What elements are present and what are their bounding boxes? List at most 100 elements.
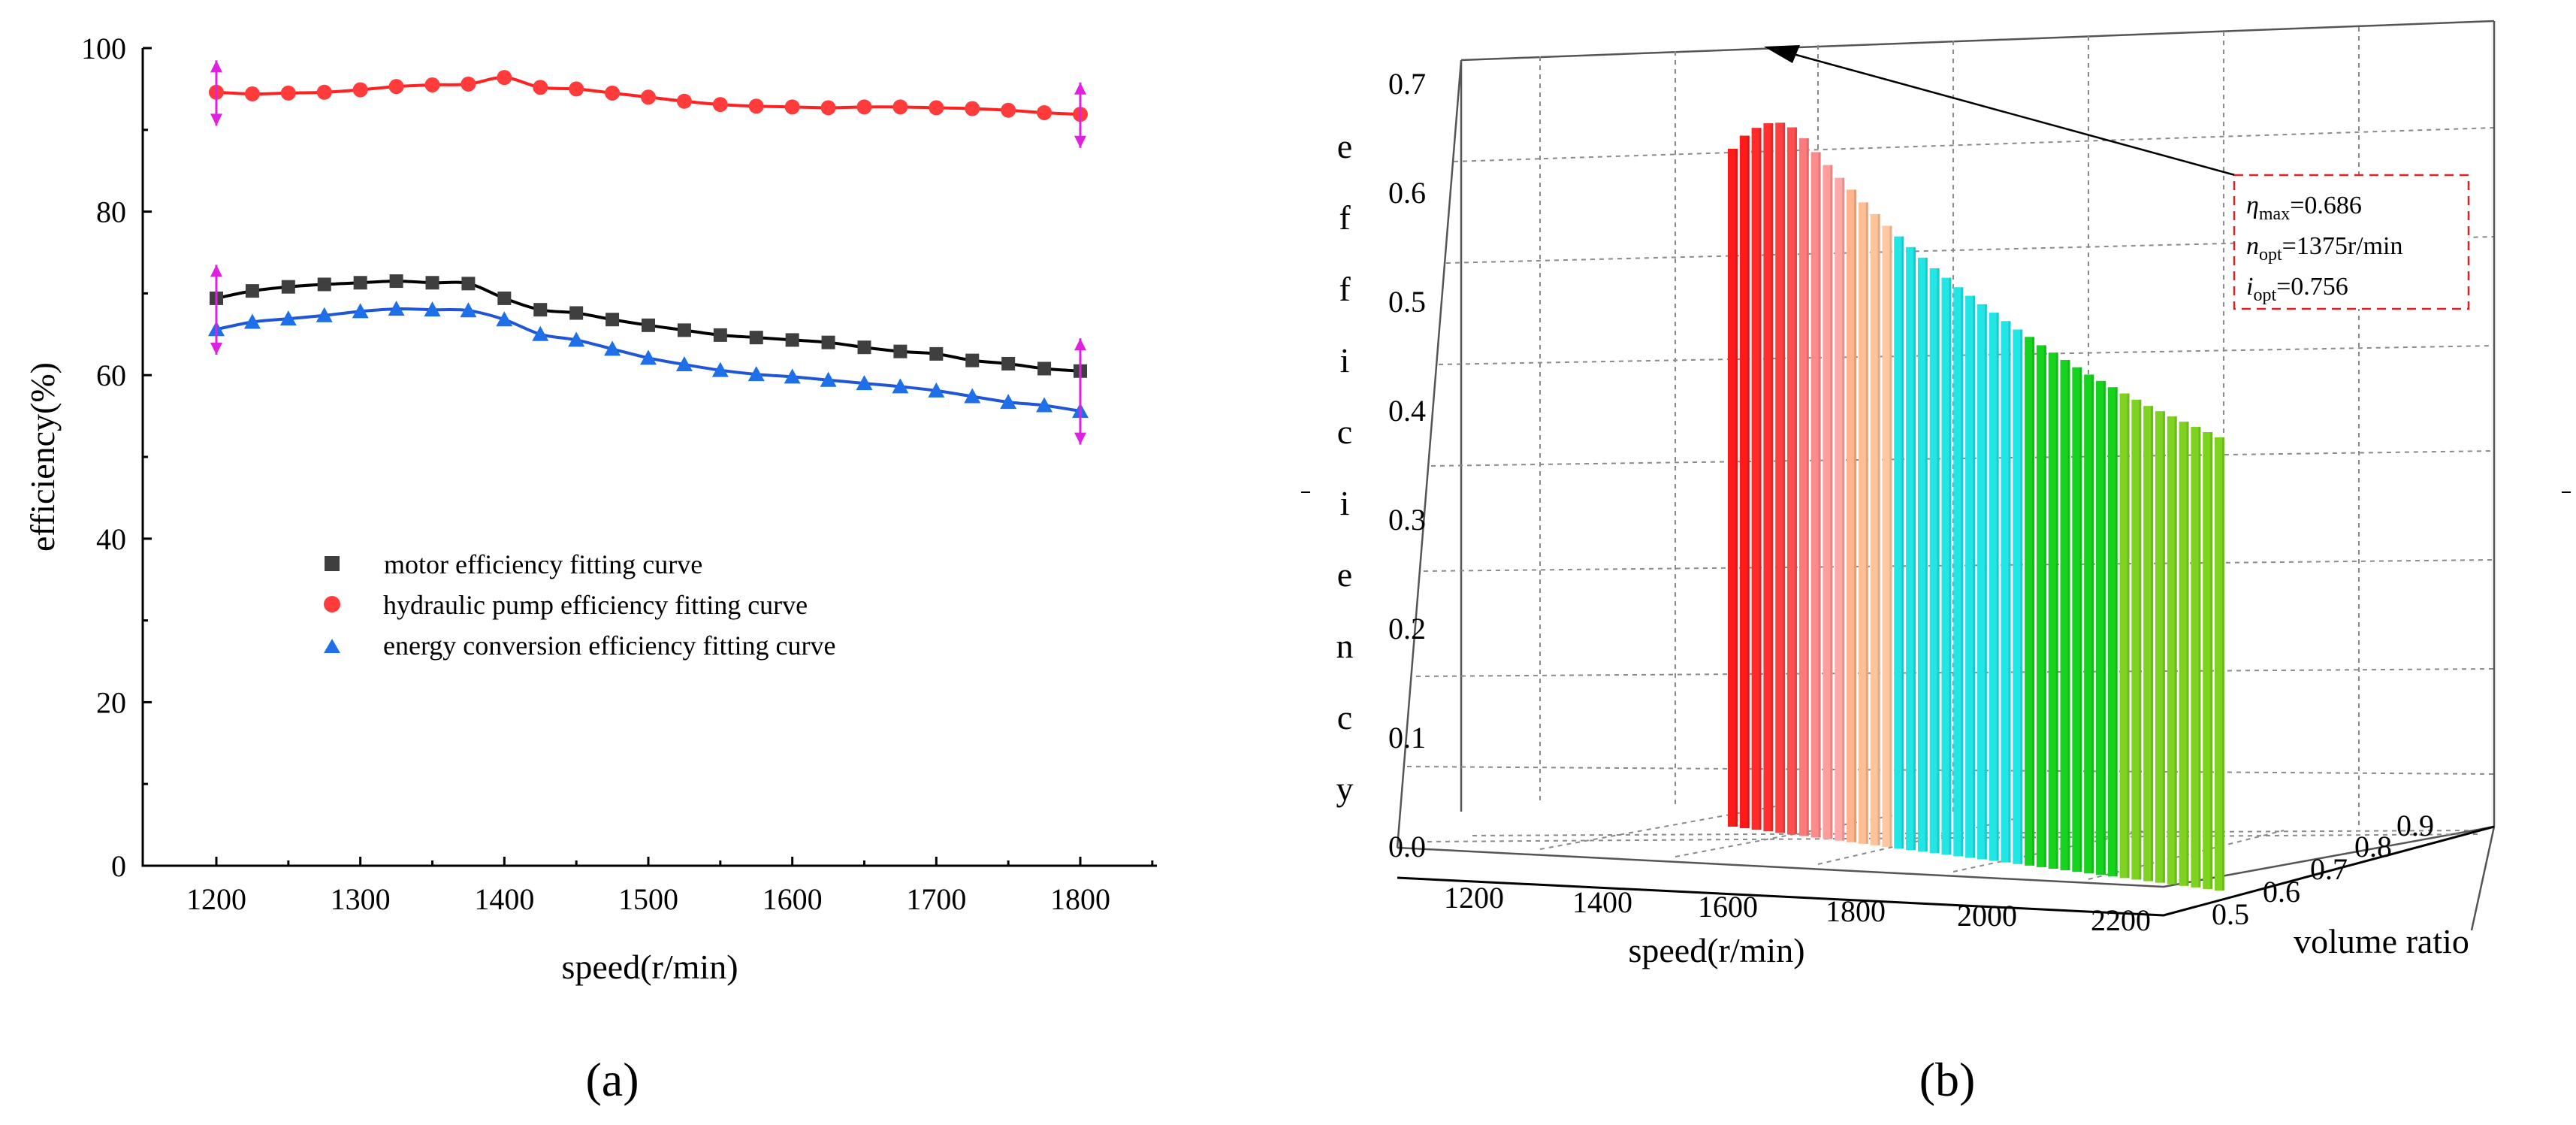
bar-shade-1625 bbox=[1854, 189, 1857, 842]
bar-shade-2075 bbox=[2067, 359, 2070, 871]
bar-shade-1500 bbox=[1794, 127, 1797, 835]
bar-shade-2375 bbox=[2210, 431, 2213, 889]
data-point-pump bbox=[280, 85, 296, 101]
chart-a-data-points bbox=[208, 70, 1089, 419]
chart-a-xlabel: speed(r/min) bbox=[561, 948, 738, 986]
annotation-box bbox=[2233, 174, 2470, 310]
bar-shade-1375 bbox=[1735, 148, 1738, 827]
x-tick-label: 1500 bbox=[618, 882, 678, 916]
depth-tick-label: 0.5 bbox=[2212, 897, 2249, 931]
z-tick-label: 0.0 bbox=[1388, 830, 1426, 863]
annotation-n-symbol: n bbox=[2246, 232, 2259, 260]
bar-1975 bbox=[2013, 329, 2023, 864]
data-point-motor bbox=[605, 313, 620, 327]
data-point-motor bbox=[677, 323, 691, 337]
data-point-pump bbox=[352, 82, 368, 98]
data-point-pump bbox=[712, 97, 728, 113]
data-point-motor bbox=[1001, 356, 1016, 370]
bar-shade-1525 bbox=[1806, 138, 1809, 836]
bar-shade-1475 bbox=[1783, 122, 1786, 833]
error-bar-cap-top bbox=[1074, 338, 1086, 351]
legend-marker-motor bbox=[325, 556, 340, 571]
data-point-pump bbox=[533, 80, 548, 95]
x-tick-label: 1700 bbox=[906, 882, 966, 916]
x-tick-label-b: 1200 bbox=[1444, 881, 1504, 915]
data-point-energy bbox=[675, 356, 693, 372]
bar-2350 bbox=[2191, 427, 2201, 888]
annotation-n-value: =1375r/min bbox=[2282, 232, 2403, 260]
bar-2400 bbox=[2215, 437, 2224, 891]
data-point-pump bbox=[388, 79, 404, 95]
annotation-eta: ηmax=0.686 bbox=[2246, 192, 2362, 224]
data-point-pump bbox=[424, 77, 440, 92]
data-point-energy bbox=[568, 331, 585, 347]
data-point-energy bbox=[496, 311, 513, 327]
data-point-pump bbox=[641, 89, 656, 105]
bar-1700 bbox=[1882, 225, 1892, 847]
bar-shade-1775 bbox=[1925, 257, 1928, 852]
annotation-n-sub: opt bbox=[2259, 245, 2282, 265]
z-tick-label: 0.1 bbox=[1388, 721, 1426, 755]
data-point-pump bbox=[497, 70, 512, 86]
data-point-pump bbox=[820, 100, 836, 116]
legend-label-energy: energy conversion efficiency fitting cur… bbox=[383, 631, 835, 661]
data-point-energy bbox=[1036, 397, 1053, 413]
bar-shade-1600 bbox=[1842, 177, 1845, 841]
bar-2075 bbox=[2060, 359, 2070, 871]
data-point-pump bbox=[856, 99, 872, 115]
depth-tick-label: 0.8 bbox=[2354, 830, 2392, 863]
depth-tick-label: 0.9 bbox=[2396, 809, 2434, 842]
data-point-motor bbox=[569, 306, 584, 320]
bar-2200 bbox=[2119, 393, 2130, 879]
z-tick-label: 0.3 bbox=[1388, 503, 1426, 537]
data-point-motor bbox=[317, 277, 331, 292]
y-tick-label: 20 bbox=[96, 685, 126, 719]
bar-shade-1725 bbox=[1901, 236, 1904, 849]
bar-1800 bbox=[1929, 268, 1940, 854]
data-point-energy bbox=[424, 301, 441, 317]
data-point-pump bbox=[1001, 102, 1016, 118]
error-bar-cap-bottom bbox=[210, 113, 222, 126]
bar-1375 bbox=[1728, 148, 1738, 827]
bar-2100 bbox=[2072, 367, 2082, 872]
error-bar-cap-top bbox=[210, 265, 222, 277]
bar-shade-1450 bbox=[1771, 122, 1774, 832]
chart-b-zlabel: volume ratio bbox=[2294, 922, 2469, 960]
y-tick-label: 60 bbox=[96, 358, 126, 392]
error-bar-cap-top bbox=[210, 60, 222, 73]
chart-b-tick-labels: 0.0 0.1 0.2 0.3 0.4 0.5 0.6 0.7 1200 1400 1600 1800… bbox=[1388, 67, 2434, 937]
bar-2275 bbox=[2155, 411, 2165, 883]
bar-shade-1700 bbox=[1889, 225, 1892, 847]
ylabel-char: i bbox=[1340, 341, 1350, 380]
bar-shade-2150 bbox=[2103, 380, 2106, 876]
data-point-motor bbox=[389, 274, 403, 289]
bar-2000 bbox=[2025, 337, 2035, 866]
y-tick-label: 0 bbox=[111, 849, 126, 883]
data-point-energy bbox=[892, 378, 909, 394]
bar-1575 bbox=[1823, 165, 1833, 839]
data-point-energy bbox=[784, 368, 801, 384]
data-point-energy bbox=[352, 303, 369, 319]
chart-b-max-annotation: ηmax=0.686 nopt=1375r/min iopt=0.756 bbox=[1764, 45, 2470, 310]
data-point-energy bbox=[964, 388, 981, 404]
bar-shade-2250 bbox=[2151, 406, 2154, 882]
chart-a: 0 20 40 60 80 100 1200 1300 1400 1500 1600 1700 1800… bbox=[23, 32, 1157, 1106]
bar-shade-2175 bbox=[2115, 387, 2118, 877]
annotation-arrow-head bbox=[1764, 45, 1800, 63]
bar-2325 bbox=[2179, 422, 2189, 886]
bar-shade-2050 bbox=[2055, 352, 2058, 869]
ylabel-char: e bbox=[1337, 127, 1352, 165]
bar-shade-1925 bbox=[1996, 313, 1999, 861]
legend-label-pump: hydraulic pump efficiency fitting curve bbox=[383, 590, 808, 620]
bar-2250 bbox=[2143, 406, 2154, 882]
data-point-motor bbox=[821, 335, 835, 349]
chart-b-xlabel: speed(r/min) bbox=[1628, 931, 1804, 969]
bar-1625 bbox=[1847, 189, 1857, 842]
legend-marker-energy bbox=[324, 639, 340, 653]
x-tick-label-b: 1800 bbox=[1826, 894, 1886, 928]
bar-1550 bbox=[1810, 152, 1821, 838]
data-point-energy bbox=[1000, 394, 1017, 410]
bar-1600 bbox=[1835, 177, 1845, 841]
error-bar-cap-bottom bbox=[210, 343, 222, 355]
bar-shade-1825 bbox=[1949, 277, 1952, 855]
